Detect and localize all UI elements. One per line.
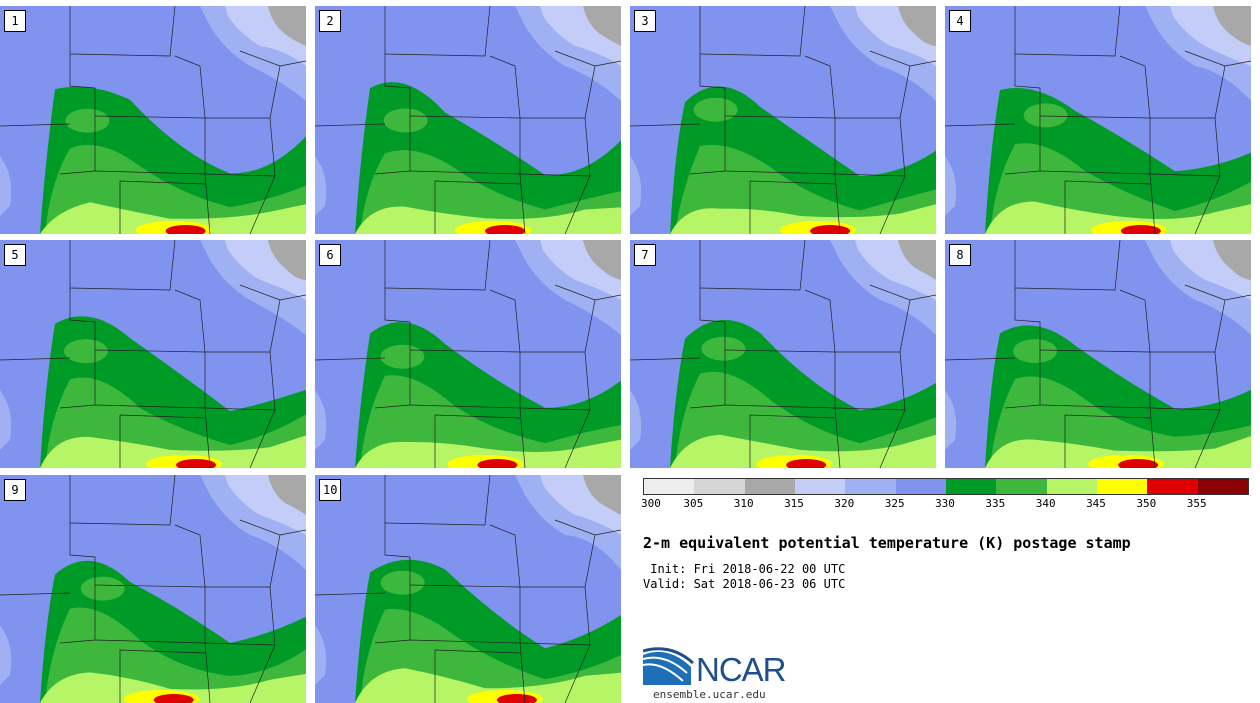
colorbar-swatch: [1147, 479, 1198, 494]
figure-title: 2-m equivalent potential temperature (K)…: [643, 534, 1131, 552]
ensemble-member-panel: 1: [0, 6, 306, 234]
map-field-image: [945, 240, 1251, 468]
colorbar-tick-label: 320: [834, 497, 855, 510]
member-number-label: 1: [4, 10, 26, 32]
colorbar-swatch: [794, 479, 846, 494]
ensemble-member-panel: 8: [945, 240, 1251, 468]
colorbar-swatch: [895, 479, 946, 494]
map-field-image: [945, 6, 1251, 234]
member-number-label: 2: [319, 10, 341, 32]
colorbar-swatch: [1096, 479, 1148, 494]
colorbar: [643, 478, 1249, 495]
member-number-label: 10: [319, 479, 342, 501]
map-field-image: [0, 240, 306, 468]
colorbar-tick-label: 310: [733, 497, 754, 510]
ensemble-member-panel: 4: [945, 6, 1251, 234]
ensemble-member-panel: 10: [315, 475, 621, 703]
colorbar-tick-label: 300: [641, 497, 661, 510]
member-number-label: 9: [4, 479, 26, 501]
colorbar-swatch: [945, 479, 997, 494]
ncar-logo-icon: [643, 647, 695, 685]
map-field-image: [630, 6, 936, 234]
map-field-image: [315, 240, 621, 468]
ensemble-member-panel: 6: [315, 240, 621, 468]
init-time: Init: Fri 2018-06-22 00 UTC: [643, 562, 846, 576]
colorbar-tick-label: 315: [784, 497, 804, 510]
member-number-label: 8: [949, 244, 971, 266]
colorbar-tick-label: 305: [683, 497, 704, 510]
colorbar-swatch: [1046, 479, 1097, 494]
member-number-label: 5: [4, 244, 26, 266]
colorbar-tick-label: 335: [985, 497, 1006, 510]
logo-wordmark: NCAR: [696, 651, 787, 688]
colorbar-swatch: [996, 479, 1047, 494]
colorbar-tick-label: 345: [1086, 497, 1106, 510]
ensemble-member-panel: 5: [0, 240, 306, 468]
colorbar-tick-label: 355: [1186, 497, 1207, 510]
map-field-image: [315, 6, 621, 234]
map-field-image: [315, 475, 621, 703]
colorbar-ticks: 300 305 310 315 320 325 330 335 340 345 350 355: [641, 497, 1248, 513]
member-number-label: 4: [949, 10, 971, 32]
map-field-image: [0, 475, 306, 703]
member-number-label: 3: [634, 10, 656, 32]
map-field-image: [0, 6, 306, 234]
colorbar-tick-label: 350: [1136, 497, 1157, 510]
colorbar-swatch: [694, 479, 745, 494]
valid-time: Valid: Sat 2018-06-23 06 UTC: [643, 577, 846, 591]
colorbar-swatch: [644, 479, 695, 494]
logo-url[interactable]: ensemble.ucar.edu: [653, 688, 766, 701]
member-number-label: 6: [319, 244, 341, 266]
colorbar-swatch: [1197, 479, 1248, 494]
member-number-label: 7: [634, 244, 656, 266]
colorbar-swatch: [744, 479, 795, 494]
ensemble-member-panel: 3: [630, 6, 936, 234]
ensemble-member-panel: 2: [315, 6, 621, 234]
ensemble-member-panel: 7: [630, 240, 936, 468]
ensemble-member-panel: 9: [0, 475, 306, 703]
colorbar-tick-label: 330: [935, 497, 955, 510]
colorbar-swatch: [845, 479, 896, 494]
colorbar-tick-label: 340: [1035, 497, 1056, 510]
map-field-image: [630, 240, 936, 468]
colorbar-tick-label: 325: [884, 497, 905, 510]
